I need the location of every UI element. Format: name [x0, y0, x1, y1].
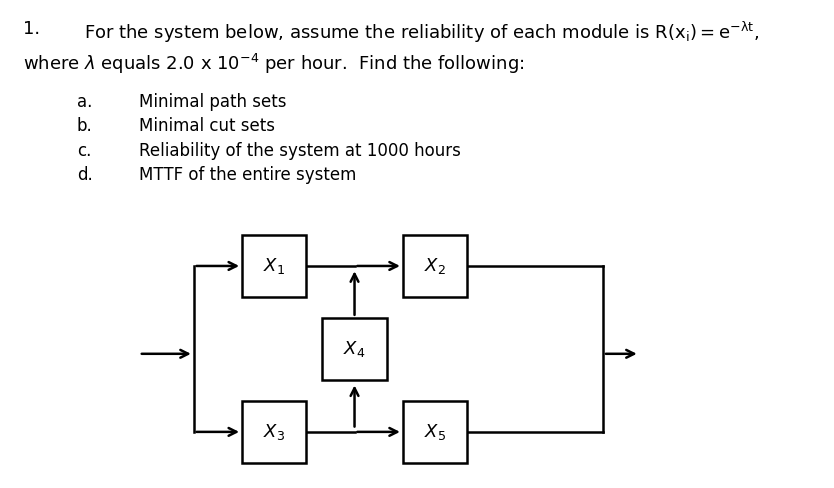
Bar: [242, 235, 306, 297]
Text: $X_5$: $X_5$: [424, 422, 446, 442]
Bar: [242, 401, 306, 463]
Text: $X_2$: $X_2$: [424, 256, 446, 276]
Text: Minimal path sets: Minimal path sets: [139, 93, 286, 111]
Text: $X_4$: $X_4$: [344, 339, 366, 359]
Text: Reliability of the system at 1000 hours: Reliability of the system at 1000 hours: [139, 142, 460, 160]
Text: MTTF of the entire system: MTTF of the entire system: [139, 166, 356, 184]
Text: c.: c.: [77, 142, 91, 160]
Text: Minimal cut sets: Minimal cut sets: [139, 117, 275, 135]
Text: a.: a.: [77, 93, 92, 111]
Text: where $\lambda$ equals 2.0 x 10$^{-4}$ per hour.  Find the following:: where $\lambda$ equals 2.0 x 10$^{-4}$ p…: [23, 52, 525, 76]
Bar: [403, 235, 467, 297]
Bar: [323, 318, 387, 380]
Bar: [403, 401, 467, 463]
Text: d.: d.: [77, 166, 93, 184]
Text: $X_3$: $X_3$: [263, 422, 285, 442]
Text: $X_1$: $X_1$: [263, 256, 285, 276]
Text: 1.: 1.: [23, 20, 41, 38]
Text: b.: b.: [77, 117, 93, 135]
Text: For the system below, assume the reliability of each module is $\mathregular{R(x: For the system below, assume the reliabi…: [84, 20, 759, 45]
